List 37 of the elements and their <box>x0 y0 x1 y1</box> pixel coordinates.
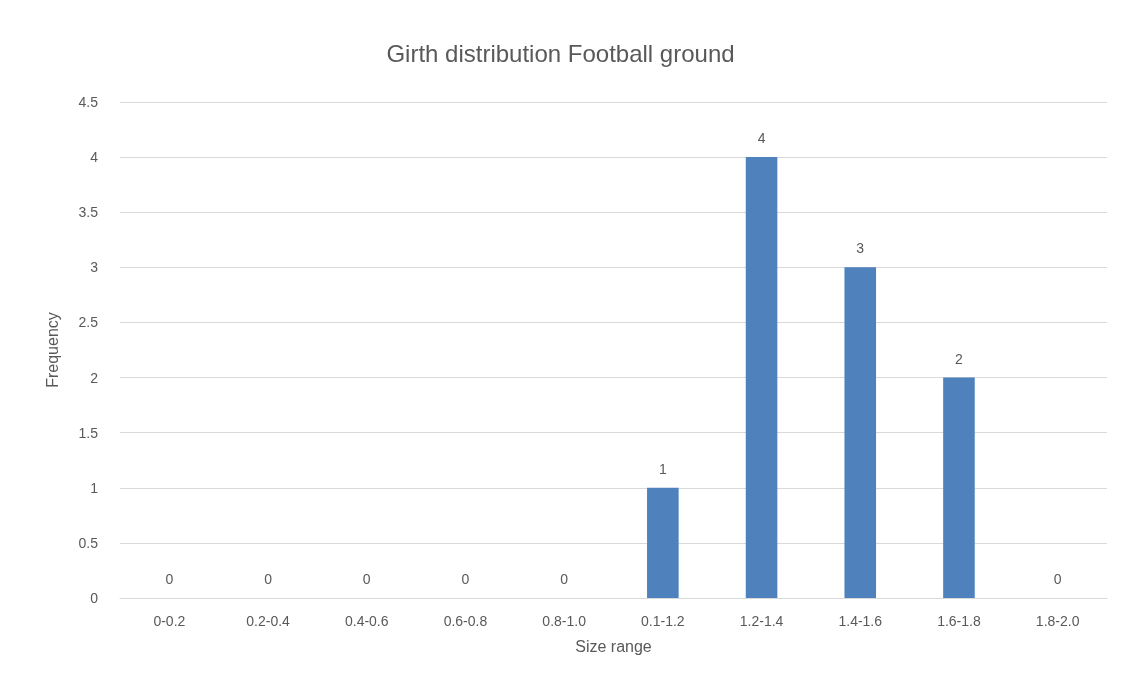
x-tick-label: 0.8-1.0 <box>542 613 587 629</box>
data-label: 4 <box>757 130 766 147</box>
data-label: 2 <box>955 350 964 367</box>
bar <box>745 157 778 598</box>
x-tick-label: 0.1-1.2 <box>641 613 685 629</box>
x-tick-label: 0-0.2 <box>153 613 186 629</box>
data-label: 0 <box>264 571 273 587</box>
x-tick-label: 0.6-0.8 <box>443 613 488 629</box>
y-tick-label: 2 <box>90 369 99 386</box>
y-tick-label: 3 <box>90 259 99 276</box>
x-tick-label: 1.4-1.6 <box>838 613 883 629</box>
data-label: 0 <box>165 571 174 587</box>
y-tick-label: 4 <box>90 149 99 166</box>
y-tick-label: 0 <box>90 590 99 606</box>
y-tick-label: 1.5 <box>78 424 99 441</box>
bar <box>844 267 877 598</box>
y-tick-label: 2.5 <box>78 314 99 331</box>
x-axis-title: Size range <box>575 637 652 655</box>
x-tick-label: 1.8-2.0 <box>1035 613 1080 629</box>
data-label: 3 <box>856 240 865 257</box>
data-label: 0 <box>362 571 371 587</box>
data-label: 0 <box>1053 571 1062 587</box>
chart-title: Girth distribution Football ground <box>386 39 735 67</box>
x-tick-label: 1.2-1.4 <box>739 613 784 629</box>
data-label: 1 <box>658 460 667 477</box>
x-tick-label: 0.2-0.4 <box>246 613 291 629</box>
y-tick-label: 1 <box>90 479 99 496</box>
bar <box>647 487 679 598</box>
data-label: 0 <box>461 571 470 587</box>
bar <box>943 377 975 598</box>
y-tick-label: 4.5 <box>78 94 99 110</box>
y-tick-label: 3.5 <box>78 204 99 221</box>
x-tick-label: 0.4-0.6 <box>344 613 389 629</box>
x-tick-label: 1.6-1.8 <box>937 613 981 629</box>
y-axis-title: Frequency <box>43 312 61 388</box>
data-label: 0 <box>560 571 569 587</box>
y-tick-label: 0.5 <box>78 534 99 551</box>
